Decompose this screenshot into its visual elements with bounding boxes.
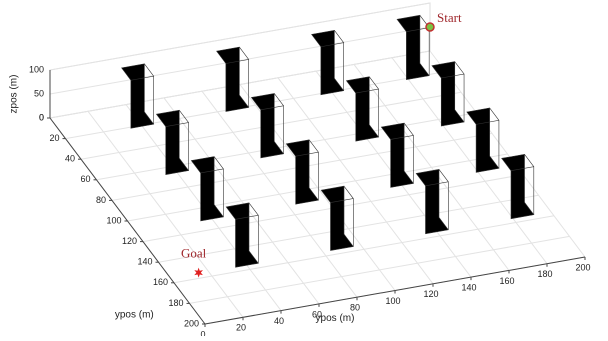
grid-line	[189, 235, 570, 304]
obstacle-edge	[225, 46, 250, 108]
goal-label: Goal	[181, 246, 207, 261]
obstacle-edge	[320, 30, 345, 91]
x-tick-label: 0	[200, 329, 205, 336]
grid-line	[96, 112, 477, 181]
obstacle	[320, 185, 354, 251]
x-axis-label: ypos (m)	[316, 313, 355, 324]
obstacle-edge	[295, 139, 319, 201]
goal-marker	[194, 267, 203, 278]
y-tick-label: 160	[153, 277, 168, 287]
x-axis	[204, 256, 586, 325]
obstacle	[190, 156, 224, 222]
start-marker	[425, 22, 435, 32]
x-tick-label: 40	[274, 316, 284, 326]
z-tick-label: 50	[34, 88, 44, 98]
obstacle	[155, 109, 190, 175]
z-tick-label: 100	[29, 64, 44, 74]
z-tick-label: 0	[39, 112, 44, 122]
obstacle	[380, 122, 414, 188]
obstacle-edge	[441, 61, 465, 122]
obstacle	[285, 139, 319, 205]
obstacle-edge	[355, 76, 380, 138]
x-tick-label: 100	[385, 296, 400, 306]
y-tick-label: 0	[39, 112, 44, 122]
obstacle	[216, 46, 250, 112]
obstacle	[225, 202, 259, 268]
obstacle-edge	[235, 202, 259, 264]
obstacle	[250, 93, 285, 159]
z-axis-label: zpos (m)	[9, 75, 20, 114]
x-tick-label: 140	[461, 282, 476, 292]
obstacle-edge	[476, 107, 500, 169]
y-tick-label: 100	[106, 215, 121, 225]
obstacle	[415, 169, 449, 235]
x-tick-label: 160	[499, 276, 514, 286]
obstacle-edge	[200, 156, 224, 217]
y-tick-label: 20	[49, 133, 59, 143]
obstacle	[466, 107, 500, 173]
grid-line	[173, 215, 555, 284]
obstacle-edge	[165, 110, 190, 171]
obstacle	[396, 14, 430, 81]
obstacle-edge	[130, 63, 155, 125]
obstacle-edge	[330, 185, 354, 247]
y-tick-label: 60	[80, 174, 90, 184]
grid-line	[49, 26, 431, 95]
y-tick-label: 140	[137, 257, 152, 267]
x-tick-label: 200	[575, 262, 590, 272]
obstacle-edge	[406, 15, 430, 76]
y-axis	[49, 117, 206, 325]
y-axis-label: ypos (m)	[115, 310, 154, 321]
x-tick-label: 120	[423, 289, 438, 299]
y-tick-label: 120	[122, 236, 137, 246]
grid-line	[49, 50, 431, 119]
obstacle-edge	[425, 169, 449, 230]
y-tick-label: 80	[96, 195, 106, 205]
start-label: Start	[437, 10, 462, 25]
grid-line	[65, 71, 446, 140]
x-tick-label: 60	[312, 309, 322, 319]
x-tick-label: 80	[350, 303, 360, 313]
obstacle	[311, 30, 345, 96]
grid-line	[49, 2, 431, 71]
grid-line	[158, 194, 539, 263]
obstacle-edge	[390, 122, 414, 184]
y-tick-label: 180	[168, 298, 183, 308]
obstacle-edge	[510, 154, 535, 215]
obstacle	[345, 76, 380, 142]
obstacle	[121, 63, 155, 129]
x-tick-label: 180	[537, 269, 552, 279]
y-tick-label: 200	[184, 318, 199, 328]
x-tick-label: 20	[236, 323, 246, 333]
y-tick-label: 40	[65, 154, 75, 164]
obstacle	[501, 153, 535, 220]
obstacle-edge	[260, 93, 285, 154]
grid-line	[127, 153, 508, 222]
obstacle	[431, 61, 465, 127]
